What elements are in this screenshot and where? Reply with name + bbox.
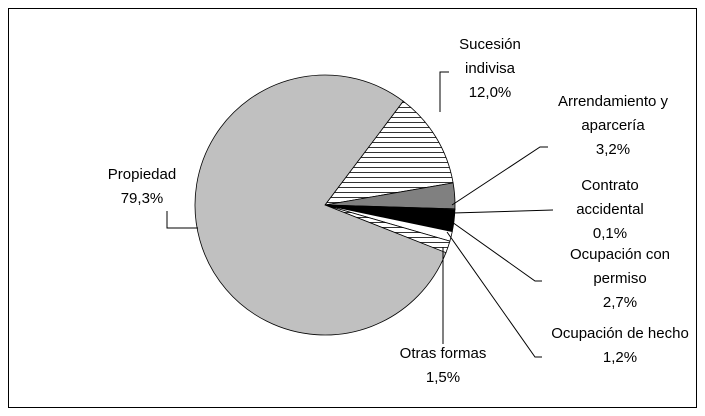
- value-label: 2,7%: [602, 294, 638, 311]
- slice-label: Contrato accidental 0,1%: [555, 174, 665, 246]
- slice-label: Propiedad 79,3%: [87, 163, 197, 211]
- slice-label: Ocupación con permiso 2,7%: [550, 243, 690, 315]
- category-label: Propiedad: [107, 166, 177, 183]
- category-label: Sucesión indivisa: [459, 36, 521, 77]
- category-label: Ocupación de hecho: [551, 325, 689, 342]
- leader-line: [446, 231, 542, 358]
- slice-label: Otras formas 1,5%: [388, 342, 498, 390]
- category-label: Arrendamiento y aparcería: [557, 93, 669, 134]
- pie-slice: [194, 74, 447, 336]
- category-label: Ocupación con permiso: [569, 246, 671, 287]
- leader-line: [166, 211, 198, 229]
- leader-line: [451, 146, 548, 206]
- value-label: 1,5%: [425, 369, 461, 386]
- value-label: 1,2%: [602, 349, 638, 366]
- category-label: Otras formas: [399, 345, 487, 362]
- leader-line: [451, 221, 542, 282]
- leader-line: [439, 71, 449, 112]
- value-label: 3,2%: [595, 141, 631, 158]
- pie-slice: [324, 100, 454, 206]
- category-label: Contrato accidental: [576, 177, 644, 218]
- slice-label: Sucesión indivisa 12,0%: [435, 33, 545, 105]
- value-label: 12,0%: [468, 84, 512, 101]
- value-label: 79,3%: [120, 190, 164, 207]
- slice-label: Arrendamiento y aparcería 3,2%: [538, 90, 688, 162]
- slice-label: Ocupación de hecho 1,2%: [550, 322, 690, 370]
- leader-line: [452, 209, 554, 214]
- value-label: 0,1%: [592, 225, 628, 242]
